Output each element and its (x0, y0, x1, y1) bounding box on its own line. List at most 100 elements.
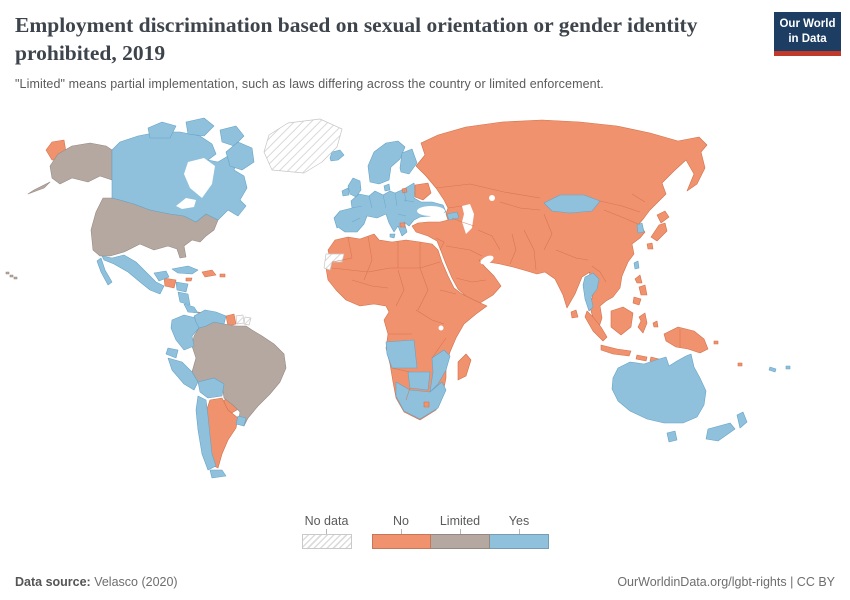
regions-no[interactable] (45, 119, 743, 469)
country-ireland[interactable] (341, 187, 350, 197)
country-uruguay[interactable] (235, 415, 247, 427)
country-canada-arctic-3[interactable] (219, 125, 245, 147)
legend-item-no-data[interactable]: No data (301, 514, 352, 549)
country-mozambique[interactable] (429, 349, 451, 393)
country-denmark[interactable] (383, 183, 391, 192)
legend-tick (459, 529, 461, 534)
country-indonesia-sulawesi[interactable] (637, 312, 648, 334)
country-japan-honshu[interactable] (650, 222, 668, 242)
country-ecuador[interactable] (165, 347, 179, 359)
country-fiji[interactable] (785, 365, 791, 370)
country-japan-kyushu[interactable] (646, 242, 654, 250)
chart-subtitle: "Limited" means partial implementation, … (15, 76, 604, 91)
country-lesotho[interactable] (423, 401, 430, 408)
chart-header: Employment discrimination based on sexua… (15, 12, 841, 91)
country-vanuatu[interactable] (737, 362, 743, 367)
country-new-caledonia[interactable] (768, 366, 777, 373)
country-indonesia-moluccas[interactable] (652, 320, 659, 328)
black-sea (417, 206, 445, 216)
owid-logo[interactable]: Our World in Data (774, 12, 841, 56)
country-thailand[interactable] (582, 272, 600, 312)
country-indonesia-java[interactable] (600, 344, 632, 357)
country-indonesia-lesser-sunda[interactable] (635, 354, 648, 362)
legend-item-limited[interactable]: Limited (430, 514, 490, 549)
country-bolivia[interactable] (197, 377, 225, 399)
country-peru[interactable] (167, 357, 199, 391)
country-sri-lanka[interactable] (570, 309, 579, 319)
regions-no-data[interactable] (235, 118, 345, 326)
country-sicily[interactable] (389, 233, 396, 239)
legend-item-no[interactable]: No (371, 514, 431, 549)
country-tierra-del-fuego[interactable] (209, 469, 227, 479)
logo-line-1: Our World (779, 18, 836, 31)
great-lakes (176, 198, 196, 209)
country-usa-aleutians[interactable] (27, 181, 51, 195)
page-title: Employment discrimination based on sexua… (15, 13, 698, 65)
country-suriname[interactable] (235, 314, 245, 325)
country-chile[interactable] (195, 395, 217, 471)
legend-label-limited: Limited (439, 514, 481, 528)
country-south-africa[interactable] (395, 381, 447, 420)
country-mongolia[interactable] (543, 194, 601, 214)
country-canada-arctic-1[interactable] (147, 121, 177, 139)
legend-item-yes[interactable]: Yes (489, 514, 549, 549)
country-indonesia-borneo[interactable] (610, 306, 634, 336)
country-french-guiana[interactable] (243, 316, 252, 326)
legend-swatch-no[interactable] (371, 534, 431, 549)
owid-url-link[interactable]: OurWorldinData.org/lgbt-rights (617, 575, 787, 589)
country-botswana[interactable] (407, 371, 431, 391)
country-indonesia-sumatra[interactable] (584, 310, 608, 342)
country-philippines-mindanao[interactable] (632, 296, 642, 306)
country-scandinavia[interactable] (367, 140, 406, 185)
footer-attribution: OurWorldinData.org/lgbt-rights | CC BY (617, 575, 835, 589)
world-map-svg[interactable] (0, 110, 850, 510)
chart-footer: Data source: Velasco (2020) OurWorldinDa… (15, 575, 835, 589)
country-australia[interactable] (611, 353, 707, 424)
country-angola[interactable] (385, 339, 418, 369)
country-mexico-yucatan[interactable] (153, 270, 170, 282)
country-belarus[interactable] (414, 182, 432, 201)
map-legend: No data No Limited Yes (0, 514, 850, 549)
country-nicaragua[interactable] (177, 291, 191, 306)
country-new-zealand-south[interactable] (705, 422, 736, 442)
country-colombia[interactable] (170, 314, 200, 351)
country-jamaica[interactable] (185, 277, 193, 282)
country-cuba[interactable] (171, 265, 199, 275)
regions-yes[interactable] (96, 117, 791, 479)
legend-swatch-yes[interactable] (489, 534, 549, 549)
country-canada-arctic-2[interactable] (185, 117, 215, 137)
country-japan-hokkaido[interactable] (656, 210, 670, 224)
country-madagascar[interactable] (457, 353, 472, 381)
country-puerto-rico[interactable] (219, 273, 226, 278)
country-guatemala[interactable] (163, 277, 177, 289)
country-greenland[interactable] (263, 118, 343, 174)
caspian-sea (462, 204, 474, 234)
country-honduras[interactable] (175, 281, 189, 293)
legend-swatch-no-data[interactable] (301, 534, 352, 549)
country-usa-hawaii[interactable] (5, 271, 18, 280)
country-new-guinea[interactable] (663, 326, 709, 354)
country-australia-tasmania[interactable] (666, 430, 678, 443)
country-canada-baffin[interactable] (225, 141, 255, 171)
country-new-zealand-north[interactable] (736, 411, 748, 429)
country-hispaniola[interactable] (201, 269, 217, 278)
country-mexico-baja[interactable] (96, 257, 113, 286)
country-philippines-luzon[interactable] (634, 274, 643, 284)
lake-victoria (438, 325, 444, 331)
country-solomon-islands[interactable] (713, 340, 719, 345)
country-north-macedonia[interactable] (399, 222, 406, 228)
legend-swatch-limited[interactable] (430, 534, 490, 549)
country-guyana[interactable] (225, 313, 237, 327)
country-venezuela[interactable] (193, 309, 227, 329)
country-mexico[interactable] (101, 254, 165, 295)
country-costa-rica[interactable] (183, 303, 199, 314)
country-georgia[interactable] (446, 211, 460, 221)
country-philippines-visayas[interactable] (638, 284, 648, 296)
logo-line-2: in Data (788, 32, 827, 45)
world-map[interactable] (0, 110, 850, 510)
country-finland[interactable] (399, 148, 418, 175)
country-south-korea[interactable] (636, 222, 645, 234)
country-taiwan[interactable] (633, 260, 640, 270)
hudson-bay (184, 158, 215, 198)
